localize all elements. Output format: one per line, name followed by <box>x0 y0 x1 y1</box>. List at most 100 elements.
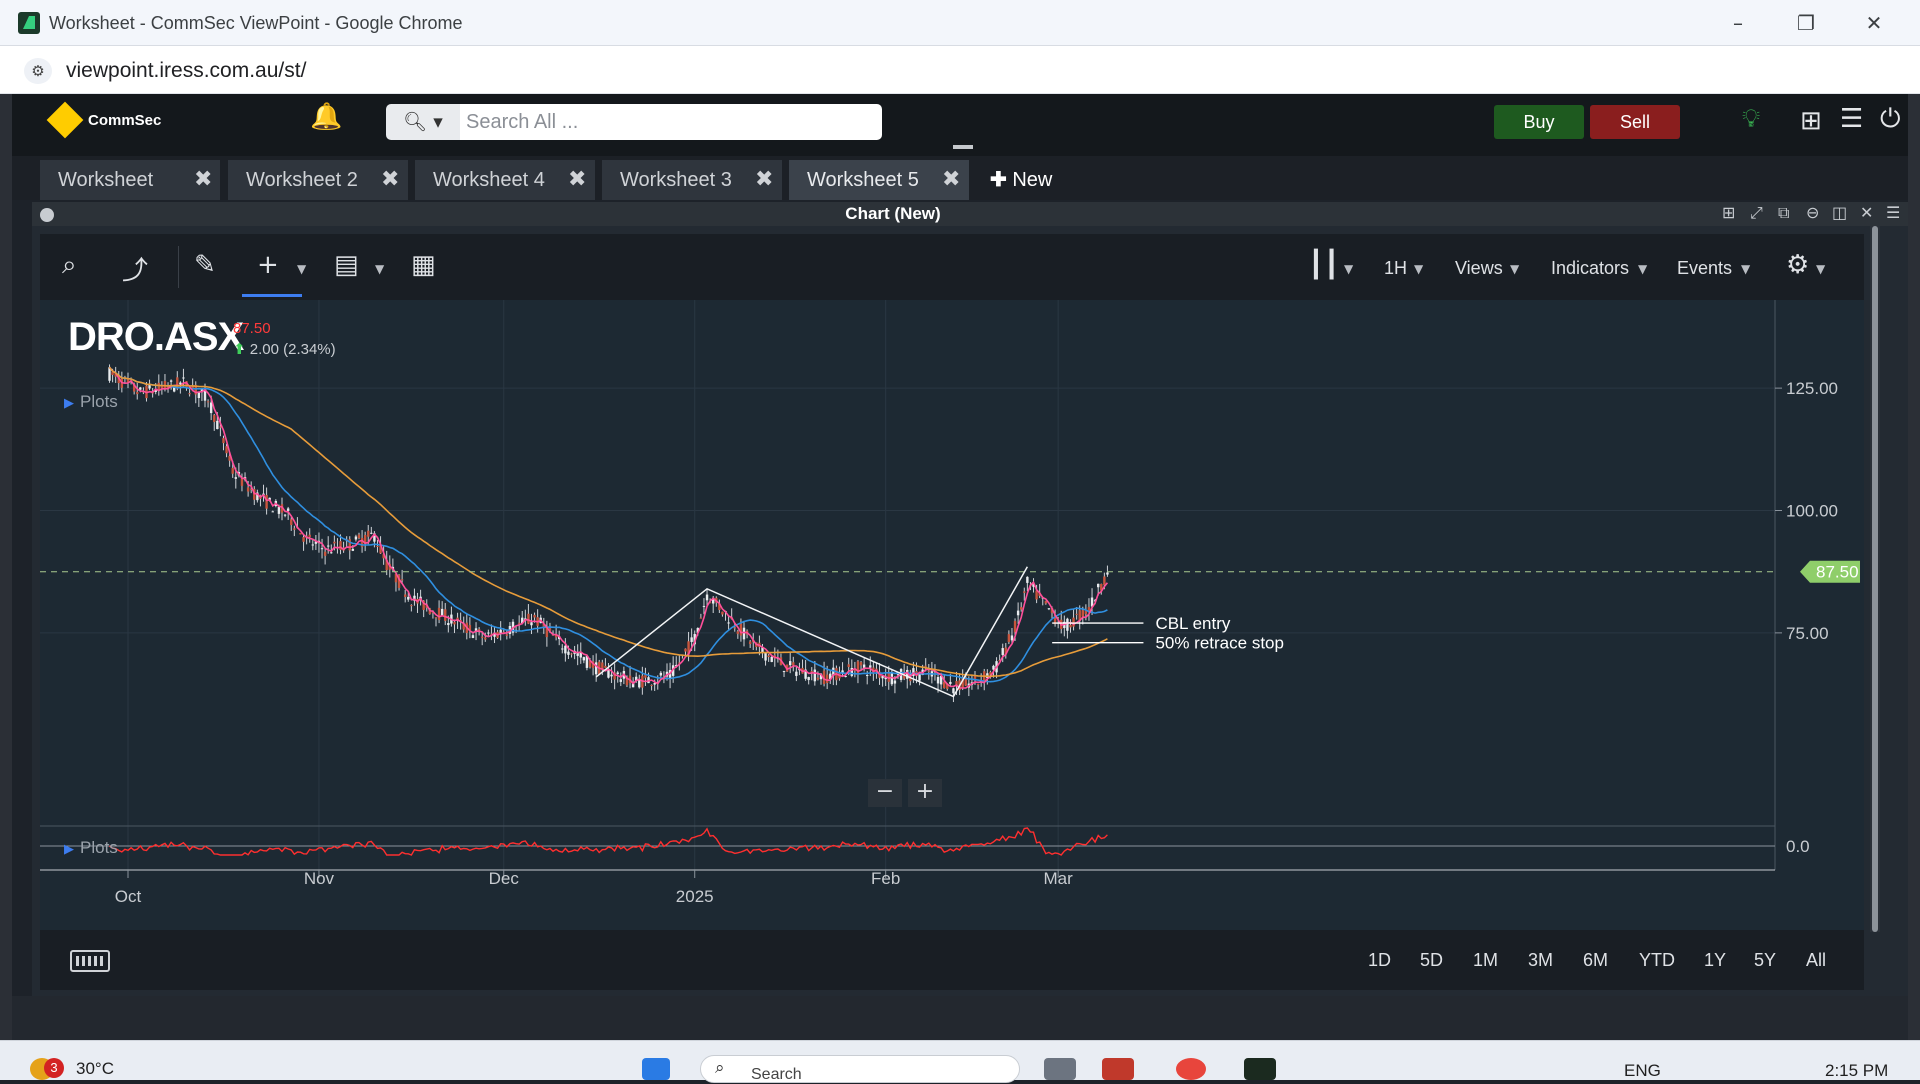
plots-toggle-lower[interactable]: ▶ Plots <box>64 838 118 858</box>
candle-body <box>702 605 706 607</box>
windows-start-icon[interactable] <box>642 1058 670 1080</box>
candle-body <box>290 519 293 526</box>
oscillator-line <box>109 827 1108 856</box>
expand-icon[interactable]: ⤢ <box>1750 203 1763 222</box>
popout-icon[interactable]: ⧉ <box>1778 203 1790 222</box>
chevron-down-icon[interactable]: ▼ <box>297 262 307 276</box>
maximize-button[interactable]: ❐ <box>1797 11 1815 35</box>
weather-temp: 30°C <box>76 1059 114 1078</box>
panel-menu-icon[interactable]: ☰ <box>1886 203 1901 222</box>
candlestick-type-icon[interactable]: ┃┃ <box>1308 250 1340 280</box>
tab-worksheet-4[interactable]: Worksheet 4 <box>415 160 595 200</box>
candle-body <box>370 532 373 534</box>
close-tab-icon[interactable]: ✖ <box>755 167 774 192</box>
chrome-icon[interactable] <box>1176 1058 1206 1080</box>
views-menu[interactable]: Views <box>1455 258 1503 278</box>
chevron-down-icon[interactable]: ▼ <box>1816 262 1826 276</box>
notification-bell-icon[interactable]: 🔔 <box>310 102 343 132</box>
clock-time[interactable]: 2:15 PM <box>1825 1061 1889 1080</box>
chevron-down-icon[interactable]: ▼ <box>1414 262 1424 276</box>
viewpoint-app-icon[interactable] <box>1244 1058 1276 1080</box>
candle-body <box>927 670 930 672</box>
task-view-icon[interactable] <box>1044 1058 1076 1080</box>
new-tab-button[interactable]: ✚ New <box>990 160 1052 200</box>
minimize-button[interactable]: – <box>1733 11 1743 35</box>
buy-button[interactable]: Buy <box>1494 105 1584 139</box>
candle-body <box>582 657 586 661</box>
range-5y[interactable]: 5Y <box>1754 950 1777 970</box>
close-tab-icon[interactable]: ✖ <box>568 167 587 192</box>
draw-pencil-icon[interactable]: ✎ <box>194 250 216 280</box>
candle-body <box>896 674 900 676</box>
candle-body <box>179 382 182 385</box>
url-text[interactable]: viewpoint.iress.com.au/st/ <box>66 59 307 82</box>
chevron-down-icon[interactable]: ▼ <box>1638 262 1648 276</box>
range-1y[interactable]: 1Y <box>1704 950 1727 970</box>
chevron-down-icon[interactable]: ▼ <box>1510 262 1520 276</box>
tab-worksheet-5[interactable]: Worksheet 5 <box>789 160 969 200</box>
range-1d[interactable]: 1D <box>1368 950 1392 970</box>
sell-button[interactable]: Sell <box>1590 105 1680 139</box>
range-all[interactable]: All <box>1806 950 1827 970</box>
zoom-out-button[interactable]: − <box>868 779 902 807</box>
close-tab-icon[interactable]: ✖ <box>942 167 961 192</box>
plots-toggle[interactable]: ▶ Plots <box>64 392 118 412</box>
interval-selector[interactable]: 1H <box>1384 258 1408 278</box>
range-5d[interactable]: 5D <box>1420 950 1444 970</box>
candle-body <box>588 660 592 668</box>
panel-status-icon[interactable] <box>40 208 54 222</box>
candle-body <box>964 677 967 686</box>
drag-handle[interactable] <box>953 145 973 149</box>
minimize-panel-icon[interactable]: ⊖ <box>1806 203 1820 222</box>
app-icon-red[interactable] <box>1102 1058 1134 1080</box>
site-settings-icon[interactable]: ⚙ <box>24 58 52 84</box>
tab-worksheet-2[interactable]: Worksheet 2 <box>228 160 408 200</box>
comment-icon[interactable]: ▤ <box>334 250 359 280</box>
candle-body <box>961 677 964 689</box>
candle-body <box>795 671 798 676</box>
add-panel-icon[interactable]: ⊞ <box>1800 106 1822 136</box>
candle-body <box>804 669 807 679</box>
candle-body <box>216 420 219 430</box>
keyboard-icon[interactable] <box>70 950 110 972</box>
range-3m[interactable]: 3M <box>1528 950 1554 970</box>
chevron-down-icon[interactable]: ▼ <box>1741 262 1751 276</box>
search-input[interactable] <box>460 104 882 140</box>
events-menu[interactable]: Events <box>1677 258 1733 278</box>
search-scope-button[interactable]: 🔍︎ ▾ <box>386 104 460 140</box>
search-icon[interactable]: ⌕ <box>62 250 77 280</box>
candle-body <box>283 514 287 516</box>
add-icon[interactable]: ⊞ <box>1722 203 1736 222</box>
indicators-menu[interactable]: Indicators <box>1551 258 1630 278</box>
range-1m[interactable]: 1M <box>1473 950 1499 970</box>
language-indicator[interactable]: ENG <box>1624 1061 1661 1080</box>
tab-worksheet[interactable]: Worksheet <box>40 160 220 200</box>
candle-body <box>360 538 364 547</box>
vertical-scrollbar[interactable] <box>1870 226 1880 932</box>
close-panel-icon[interactable]: ✕ <box>1860 203 1874 222</box>
data-table-icon[interactable]: ▦ <box>411 250 436 280</box>
power-icon[interactable]: ⏻ <box>1880 104 1901 134</box>
panel-footer <box>12 996 1908 1040</box>
close-window-button[interactable]: ✕ <box>1865 11 1883 35</box>
candle-body <box>394 573 398 583</box>
taskbar-search[interactable]: ⌕ Search <box>700 1055 1020 1083</box>
chevron-down-icon[interactable]: ▼ <box>375 262 385 276</box>
close-tab-icon[interactable]: ✖ <box>381 167 400 192</box>
close-tab-icon[interactable]: ✖ <box>194 167 213 192</box>
tab-worksheet-3[interactable]: Worksheet 3 <box>602 160 782 200</box>
chevron-down-icon[interactable]: ▼ <box>1344 262 1354 276</box>
crosshair-icon[interactable]: + <box>257 250 279 280</box>
range-6m[interactable]: 6M <box>1583 950 1609 970</box>
candle-body <box>447 622 450 626</box>
candle-body <box>813 669 817 682</box>
chart-area[interactable] <box>40 300 1864 930</box>
settings-gear-icon[interactable]: ⚙ <box>1786 250 1810 280</box>
lightbulb-icon[interactable]: 💡︎ <box>1742 104 1761 134</box>
split-icon[interactable]: ◫ <box>1832 203 1848 222</box>
add-study-icon[interactable]: ⤴ <box>122 256 149 286</box>
zoom-in-button[interactable]: + <box>908 779 942 807</box>
range-ytd[interactable]: YTD <box>1639 950 1675 970</box>
menu-icon[interactable]: ☰ <box>1840 104 1864 134</box>
